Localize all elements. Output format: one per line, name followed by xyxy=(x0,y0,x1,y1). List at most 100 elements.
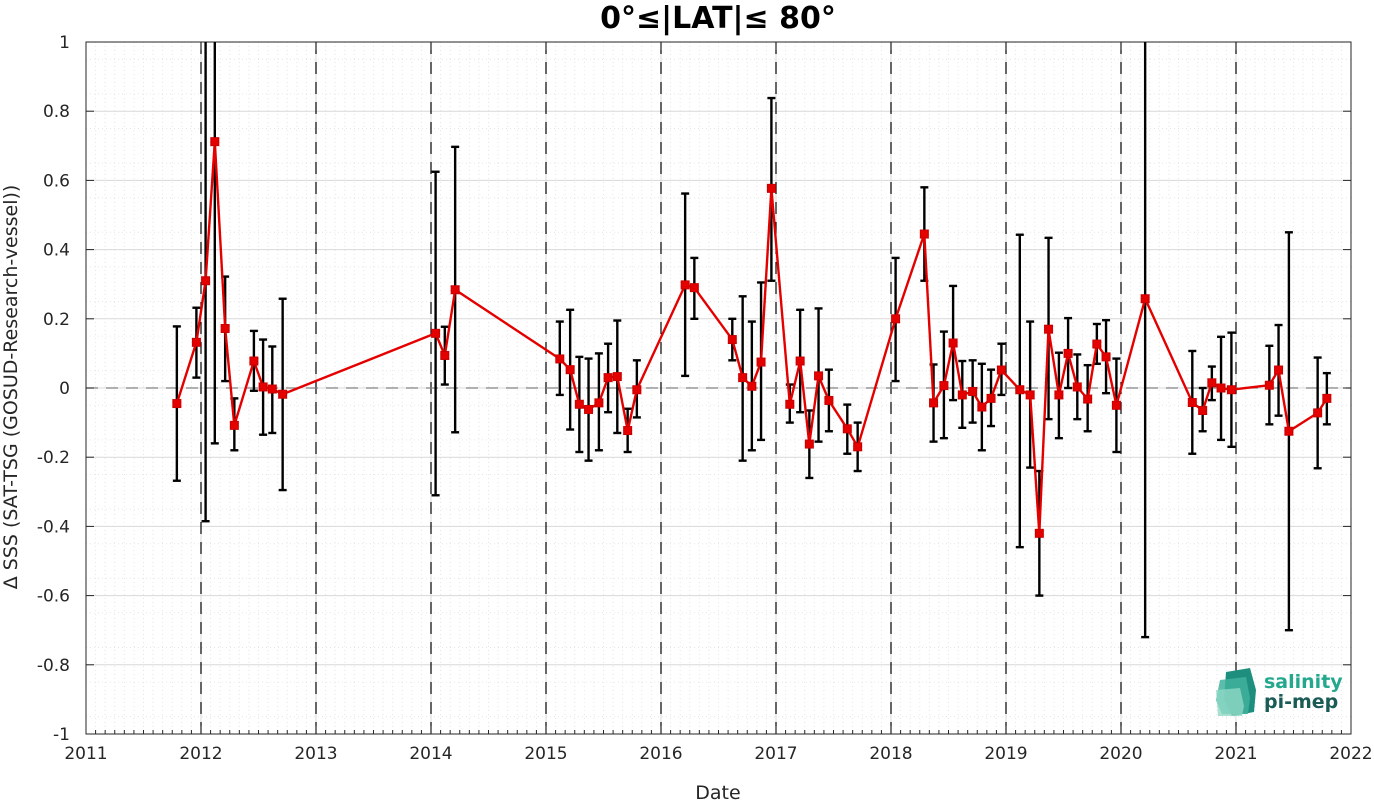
data-point xyxy=(1140,294,1150,304)
data-point xyxy=(1083,394,1093,404)
data-point xyxy=(172,399,182,409)
y-tick-label: 0.2 xyxy=(43,310,70,330)
data-point xyxy=(957,390,967,400)
data-point xyxy=(623,426,633,436)
y-tick-label: -0.4 xyxy=(37,517,70,537)
error-bars xyxy=(172,42,1331,639)
data-point xyxy=(1025,390,1035,400)
x-tick-label: 2013 xyxy=(294,744,337,764)
y-tick-label: 0 xyxy=(59,379,70,399)
x-tick-label: 2022 xyxy=(1329,744,1372,764)
data-point xyxy=(1063,348,1073,358)
x-tick-label: 2018 xyxy=(869,744,912,764)
y-axis-label: Δ SSS (SAT-TSG (GOSUD-Research-vessel)) xyxy=(0,185,22,590)
data-point xyxy=(968,386,978,396)
data-point xyxy=(440,350,450,360)
error-bar xyxy=(210,42,219,445)
data-point xyxy=(948,338,958,348)
data-point xyxy=(210,137,220,147)
x-tick-label: 2017 xyxy=(754,744,797,764)
data-point xyxy=(431,328,441,338)
data-point xyxy=(891,314,901,324)
data-point xyxy=(1207,378,1217,388)
tick-labels: 2011 2012 2013 2014 2015 2016 2017 2018 2019 2020… xyxy=(37,33,1373,764)
data-point xyxy=(603,373,613,383)
y-tick-label: 0.8 xyxy=(43,102,70,122)
x-tick-label: 2020 xyxy=(1099,744,1142,764)
data-point xyxy=(1034,528,1044,538)
data-point xyxy=(1101,352,1111,362)
y-tick-label: 0.4 xyxy=(43,241,70,261)
data-point xyxy=(996,365,1006,375)
data-point xyxy=(450,285,460,295)
data-point xyxy=(785,399,795,409)
series-line xyxy=(175,140,1328,535)
data-point xyxy=(1322,393,1332,403)
data-point xyxy=(1226,385,1236,395)
data-point xyxy=(689,283,699,293)
y-tick-label: -0.2 xyxy=(37,448,70,468)
data-point xyxy=(249,356,259,366)
data-point xyxy=(929,398,939,408)
data-point xyxy=(853,442,863,452)
data-point xyxy=(191,337,201,347)
data-point xyxy=(814,371,824,381)
data-point xyxy=(795,356,805,366)
data-point xyxy=(267,384,277,394)
data-point xyxy=(1274,365,1284,375)
data-point xyxy=(565,365,575,375)
x-tick-label: 2015 xyxy=(524,744,567,764)
data-point xyxy=(1072,382,1082,392)
data-point xyxy=(727,335,737,345)
data-point xyxy=(555,354,565,364)
data-point xyxy=(1264,380,1274,390)
data-point xyxy=(584,404,594,414)
x-tick-label: 2021 xyxy=(1214,744,1257,764)
data-point xyxy=(1284,426,1294,436)
data-point xyxy=(1313,408,1323,418)
data-point xyxy=(804,439,814,449)
chart-title: 0°≤|LAT|≤ 80° xyxy=(600,1,836,36)
data-point xyxy=(1198,405,1208,415)
data-point xyxy=(201,276,211,286)
wave-logo-icon xyxy=(1216,668,1256,716)
x-tick-label: 2019 xyxy=(984,744,1027,764)
data-point xyxy=(1111,400,1121,410)
y-tick-label: 1 xyxy=(59,33,70,53)
y-tick-label: -0.8 xyxy=(37,656,70,676)
error-bar xyxy=(1141,42,1150,639)
logo-line1: salinity xyxy=(1264,671,1343,693)
data-point xyxy=(574,399,584,409)
x-tick-label: 2012 xyxy=(179,744,222,764)
data-point xyxy=(986,393,996,403)
grid xyxy=(85,41,1352,735)
data-point xyxy=(756,357,766,367)
data-point xyxy=(1092,339,1102,349)
x-tick-label: 2014 xyxy=(409,744,452,764)
data-point xyxy=(594,398,604,408)
data-point xyxy=(842,424,852,434)
data-point xyxy=(1216,383,1226,393)
data-series xyxy=(172,137,1332,538)
data-point xyxy=(1054,390,1064,400)
data-point xyxy=(278,389,288,399)
data-point xyxy=(612,372,622,382)
axis-ticks xyxy=(85,41,1352,735)
data-point xyxy=(738,373,748,383)
data-point xyxy=(1187,398,1197,408)
logo-line2: pi-mep xyxy=(1264,691,1338,713)
data-point xyxy=(680,280,690,290)
data-point xyxy=(229,420,239,430)
x-tick-label: 2016 xyxy=(639,744,682,764)
salinity-pimep-logo: salinity pi-mep xyxy=(1216,668,1343,716)
x-axis-label: Date xyxy=(695,782,740,801)
data-point xyxy=(258,382,268,392)
data-point xyxy=(632,385,642,395)
y-tick-label: -1 xyxy=(53,725,70,745)
data-point xyxy=(766,183,776,193)
data-point xyxy=(747,381,757,391)
y-tick-label: 0.6 xyxy=(43,171,70,191)
data-point xyxy=(824,395,834,405)
data-point xyxy=(1044,324,1054,334)
